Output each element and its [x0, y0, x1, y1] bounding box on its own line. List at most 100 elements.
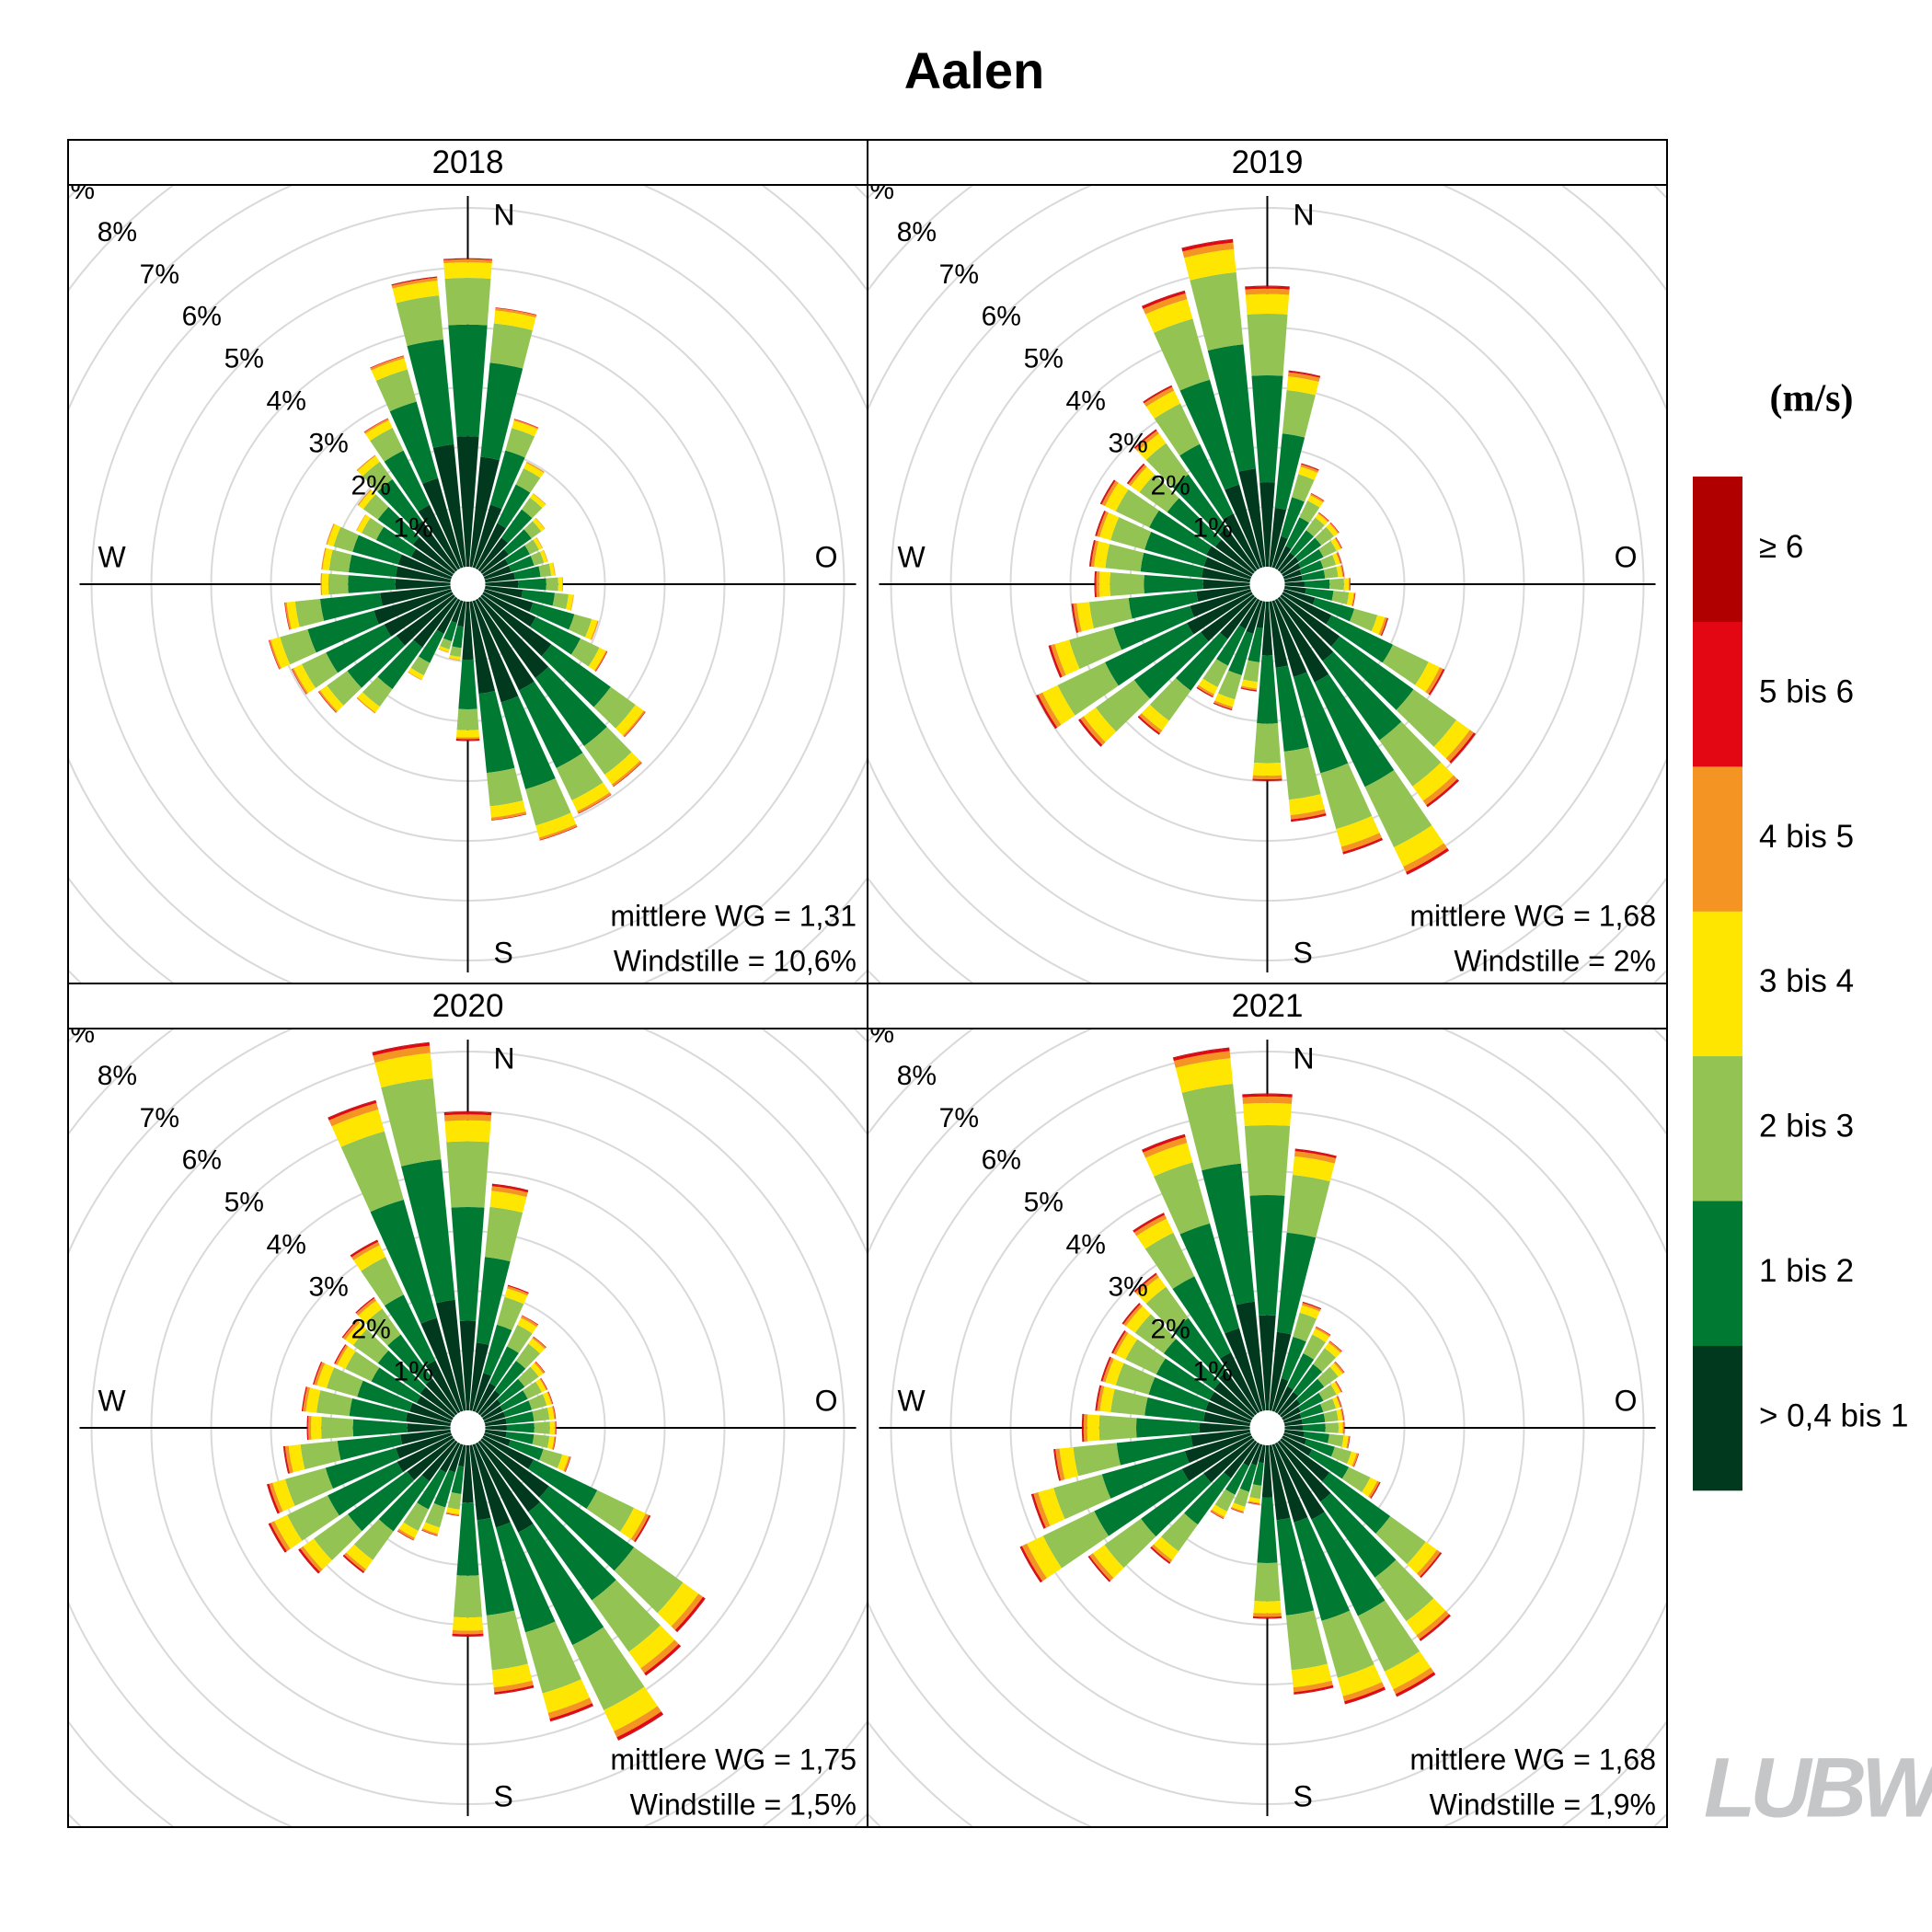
rose-segment	[444, 1120, 491, 1143]
rose-segment	[1320, 763, 1373, 830]
compass-label: O	[815, 540, 838, 573]
rose-segment	[1419, 1614, 1451, 1641]
rose-segment	[523, 463, 545, 478]
rose-segment	[1242, 1094, 1293, 1098]
rose-segment	[267, 1483, 280, 1514]
rose-segment	[1094, 1468, 1190, 1536]
ring-label: 6%	[982, 1145, 1021, 1176]
rose-segment	[1089, 540, 1096, 567]
rose-segment	[1406, 1598, 1446, 1636]
rose-segment	[546, 1391, 553, 1405]
rose-segment	[381, 1078, 442, 1167]
rose-segment	[1314, 673, 1395, 788]
rose-segment	[1245, 286, 1290, 290]
panel-plot: 1%2%3%4%5%6%7%8%9% N O S W	[868, 1029, 1667, 1827]
rose-segment	[300, 1546, 323, 1572]
rose-segment	[353, 1245, 386, 1271]
rose-segment	[1274, 433, 1305, 511]
rose-segment	[1101, 1451, 1190, 1499]
rose-segment	[1294, 1151, 1337, 1164]
rose-segment	[452, 1629, 484, 1635]
rose-segment	[1095, 570, 1097, 598]
rose-segment	[1288, 372, 1320, 383]
rose-segment	[1282, 389, 1316, 438]
rose-segment	[558, 577, 563, 592]
rose-segment	[1030, 1493, 1045, 1529]
rose-segment	[1290, 530, 1314, 557]
rose-segment	[406, 1412, 452, 1427]
rose-segment	[1301, 463, 1319, 471]
rose-segment	[448, 1443, 464, 1473]
rose-segment	[535, 666, 607, 746]
ring-label: 5%	[224, 344, 264, 374]
rose-segment	[272, 1478, 295, 1512]
panel-header	[867, 139, 1668, 186]
rose-segment	[1197, 684, 1214, 696]
ring-label: 8%	[98, 217, 137, 247]
rose-segment	[1293, 1363, 1323, 1397]
rose-segment	[1101, 1356, 1111, 1382]
rose-segment	[480, 548, 509, 574]
rose-segment	[1125, 1305, 1151, 1333]
rose-segment	[355, 1296, 375, 1314]
rose-segment	[1396, 1673, 1436, 1697]
rose-segment	[446, 1507, 460, 1514]
rose-segment	[1172, 474, 1227, 535]
rose-segment	[1072, 604, 1079, 633]
ring-label: 4%	[1066, 1230, 1106, 1260]
rose-segment	[484, 572, 515, 583]
rose-segment	[396, 566, 452, 583]
rose-segment	[1214, 693, 1236, 707]
rose-segment	[1220, 596, 1258, 639]
rose-segment	[503, 1400, 533, 1418]
rose-segment	[475, 1442, 534, 1533]
rose-segment	[522, 497, 543, 519]
rose-segment	[1181, 238, 1234, 249]
rose-segment	[1282, 1432, 1307, 1445]
rose-segment	[1175, 1058, 1234, 1093]
rose-segment	[628, 1625, 675, 1669]
rose-segment	[1269, 508, 1287, 568]
compass-label: W	[98, 1384, 127, 1417]
rose-segment	[448, 324, 488, 437]
rose-segment	[1353, 1453, 1360, 1467]
rose-segment	[357, 455, 380, 477]
rose-segment	[1202, 579, 1250, 590]
rose-segment	[384, 1294, 436, 1366]
rose-segment	[1328, 1340, 1342, 1353]
rose-segment	[1329, 523, 1340, 534]
rose-segment	[1145, 390, 1181, 419]
rose-segment	[294, 599, 325, 627]
rose-segment	[1053, 1474, 1111, 1520]
rose-segment	[1269, 1444, 1291, 1521]
rose-segment	[569, 614, 592, 638]
rose-segment	[1370, 1481, 1381, 1499]
rose-segment	[1304, 1439, 1335, 1457]
rose-segment	[1416, 1549, 1441, 1577]
rose-segment	[316, 1390, 353, 1417]
rose-segment	[1172, 1317, 1227, 1378]
rose-segment	[1128, 591, 1199, 619]
rose-segment	[484, 585, 523, 598]
rose-segment	[1332, 1397, 1340, 1409]
rose-segment	[456, 708, 479, 730]
rose-segment	[525, 461, 545, 474]
rose-segment	[1330, 1446, 1352, 1465]
rose-segment	[328, 1099, 376, 1119]
rose-segment	[1142, 291, 1186, 309]
rose-segment	[1247, 314, 1288, 376]
rose-segment	[1352, 592, 1356, 606]
rose-segment	[444, 278, 491, 326]
annotation: Windstille = 1,9%	[1430, 1788, 1656, 1821]
rose-segment	[484, 1429, 507, 1438]
rose-segment	[507, 1285, 529, 1296]
ring-label: 7%	[939, 259, 979, 290]
ring-label: 9%	[855, 175, 894, 205]
rose-segment	[306, 1415, 309, 1441]
rose-segment	[1286, 1174, 1330, 1238]
rose-segment	[535, 812, 577, 838]
rose-segment	[1420, 1552, 1443, 1579]
compass-label: S	[494, 1779, 513, 1812]
rose-segment	[1098, 1415, 1137, 1441]
rose-segment	[1301, 464, 1319, 471]
